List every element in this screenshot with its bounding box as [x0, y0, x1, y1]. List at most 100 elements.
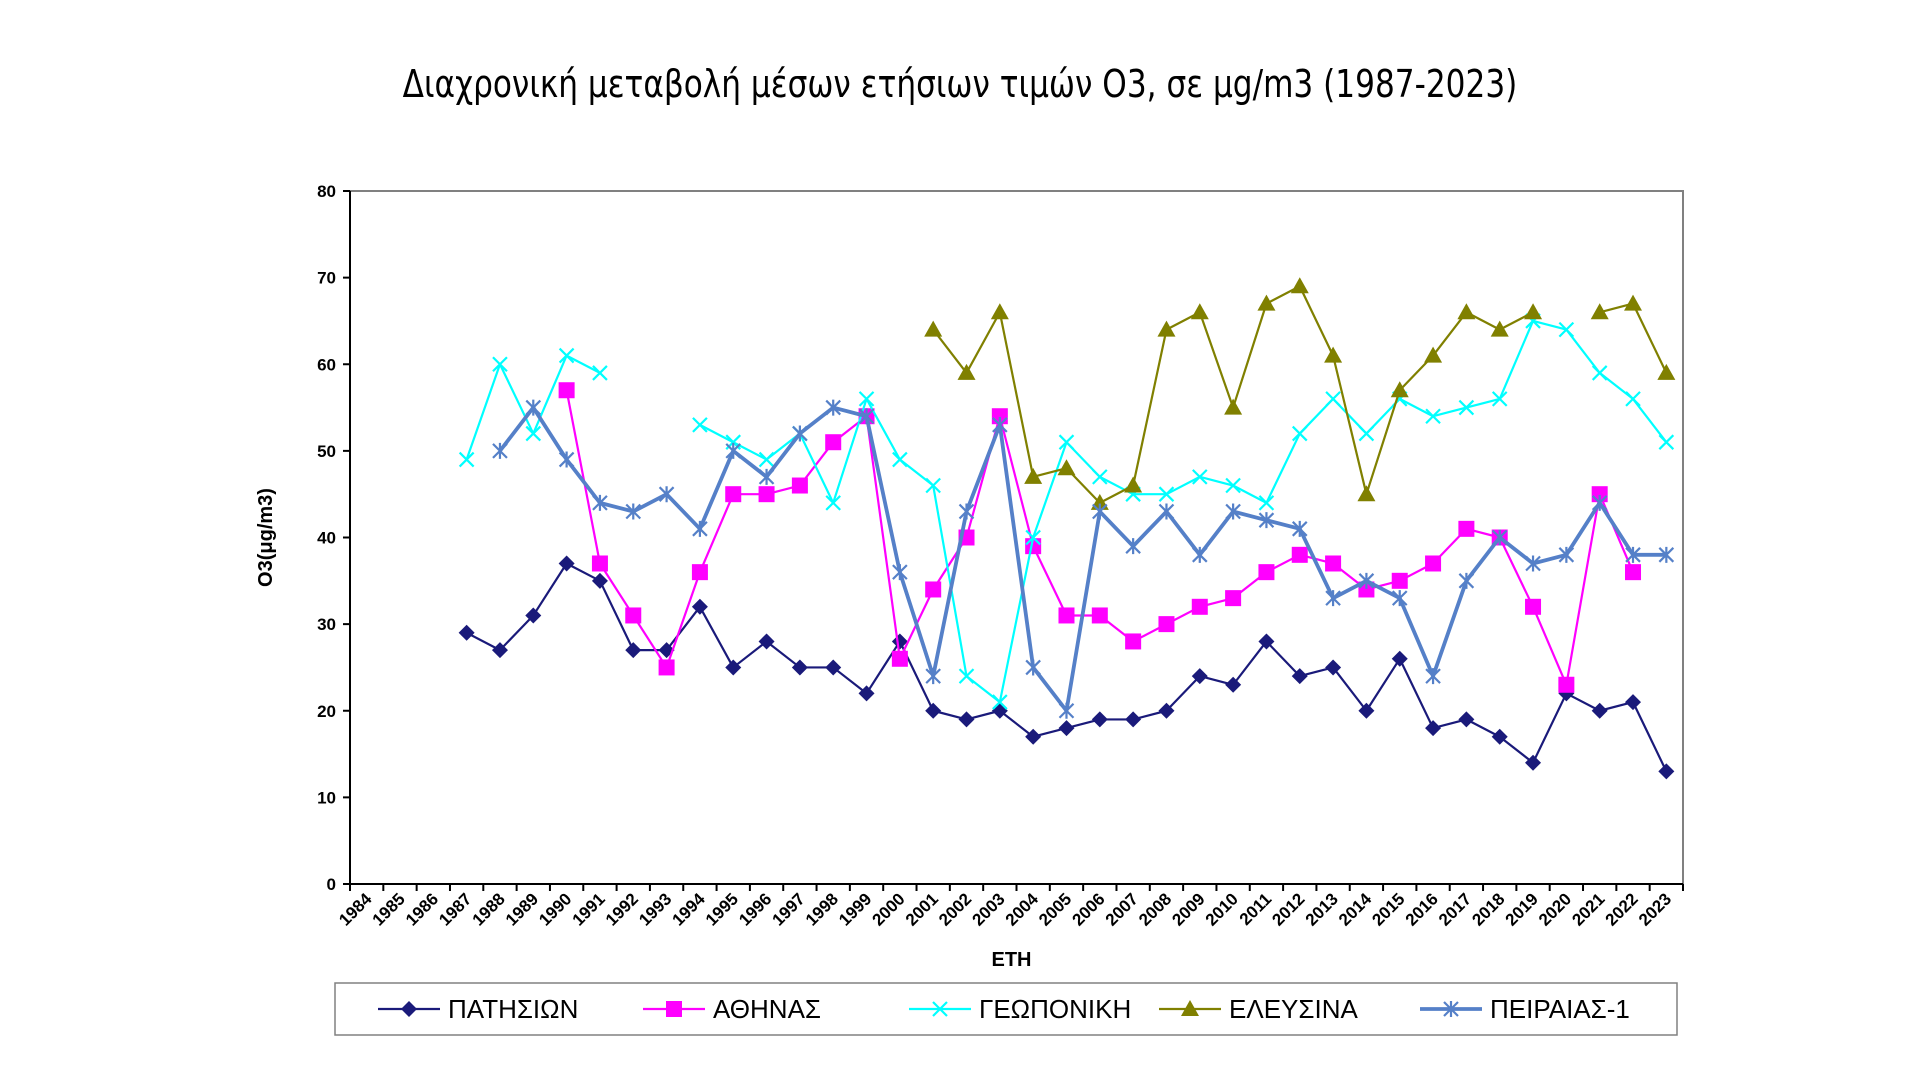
x-tick-label: 1991 — [569, 889, 609, 929]
x-tick-label: 2009 — [1168, 889, 1208, 929]
data-point — [1658, 434, 1675, 450]
data-point — [1158, 503, 1175, 520]
data-point — [1357, 485, 1376, 502]
data-point — [1624, 294, 1643, 311]
series-1 — [458, 555, 1675, 780]
series-line — [932, 285, 1534, 504]
data-point — [1524, 303, 1543, 320]
data-point — [458, 624, 475, 641]
data-point — [625, 607, 642, 624]
y-tick-label: 10 — [317, 788, 336, 807]
data-point — [1625, 546, 1641, 563]
x-tick-label: 1999 — [835, 889, 875, 929]
data-point — [1558, 546, 1575, 563]
x-tick-label: 2006 — [1068, 889, 1108, 929]
data-point — [758, 451, 775, 468]
data-point — [1025, 728, 1042, 745]
data-point — [1425, 668, 1441, 685]
legend-label: ΠΑΤΗΣΙΩΝ — [448, 994, 578, 1024]
x-tick-label: 2005 — [1035, 889, 1075, 929]
series-5 — [492, 399, 1675, 719]
data-point — [1291, 425, 1308, 442]
x-tick-label: 1988 — [469, 889, 509, 929]
data-point — [1191, 598, 1208, 615]
data-point — [692, 417, 708, 433]
x-tick-label: 2013 — [1302, 889, 1342, 929]
data-point — [1191, 668, 1208, 685]
x-tick-label: 2021 — [1568, 889, 1608, 929]
data-point — [1025, 659, 1041, 676]
legend-marker — [1443, 1001, 1459, 1017]
legend-box — [334, 982, 1678, 1036]
data-point — [925, 581, 942, 598]
data-point — [1491, 391, 1508, 407]
data-point — [1525, 754, 1542, 771]
x-tick-label: 2007 — [1102, 889, 1142, 929]
data-point — [925, 477, 941, 494]
x-axis-label: ΕΤΗ — [992, 949, 1032, 971]
data-point — [1192, 469, 1208, 485]
data-point — [825, 399, 841, 416]
legend-marker — [401, 1001, 417, 1017]
data-point — [1192, 546, 1208, 563]
data-point — [1058, 434, 1075, 450]
data-point — [1291, 520, 1308, 537]
data-point — [791, 659, 808, 676]
data-point — [1158, 702, 1175, 719]
data-point — [1190, 303, 1209, 320]
y-tick-label: 30 — [317, 615, 336, 634]
data-point — [1657, 363, 1676, 380]
data-point — [1457, 303, 1476, 320]
legend-item: ΠΕΙΡΑΙΑΣ-1 — [1420, 994, 1630, 1024]
x-tick-label: 2022 — [1602, 889, 1642, 929]
data-point — [992, 694, 1008, 710]
data-point — [1491, 529, 1508, 546]
data-point — [658, 659, 675, 676]
data-point — [1625, 694, 1642, 711]
data-point — [1258, 633, 1275, 650]
data-point — [525, 607, 542, 624]
data-point — [1358, 702, 1375, 719]
data-point — [1092, 469, 1108, 485]
data-point — [1058, 607, 1075, 624]
x-tick-label: 1989 — [502, 889, 542, 929]
data-point — [1425, 408, 1441, 425]
data-point — [1591, 702, 1608, 719]
data-point — [1058, 702, 1075, 719]
data-point — [1158, 616, 1175, 633]
legend-item: ΕΛΕΥΣΙΝΑ — [1159, 994, 1358, 1024]
x-tick-label: 2002 — [935, 889, 975, 929]
data-point — [1490, 320, 1509, 337]
legend-label: ΓΕΩΠΟΝΙΚΗ — [979, 994, 1131, 1024]
data-point — [1125, 633, 1142, 650]
data-point — [924, 320, 943, 337]
data-point — [792, 425, 808, 442]
data-point — [1058, 720, 1075, 737]
data-point — [1425, 720, 1442, 737]
data-point — [525, 399, 542, 416]
x-tick-label: 2000 — [869, 889, 909, 929]
chart-title: Διαχρονική μεταβολή μέσων ετήσιων τιμών … — [402, 62, 1518, 106]
x-tick-label: 1998 — [802, 889, 842, 929]
data-point — [1625, 391, 1641, 407]
x-tick-label: 2018 — [1468, 889, 1508, 929]
data-point — [1024, 467, 1043, 484]
data-point — [1391, 572, 1408, 589]
data-point — [458, 451, 475, 468]
data-point — [1124, 476, 1143, 493]
x-tick-label: 1992 — [602, 889, 642, 929]
data-point — [558, 347, 575, 364]
x-tick-label: 2015 — [1368, 889, 1408, 929]
data-point — [1125, 711, 1142, 728]
data-point — [558, 451, 575, 468]
data-point — [1491, 728, 1508, 745]
x-tick-label: 2012 — [1268, 889, 1308, 929]
x-tick-label: 1990 — [535, 889, 575, 929]
x-tick-label: 1994 — [669, 889, 710, 930]
x-tick-label: 2023 — [1635, 889, 1675, 929]
y-tick-label: 40 — [317, 529, 336, 548]
data-point — [1458, 399, 1475, 416]
data-point — [591, 555, 608, 572]
data-point — [1290, 277, 1309, 294]
